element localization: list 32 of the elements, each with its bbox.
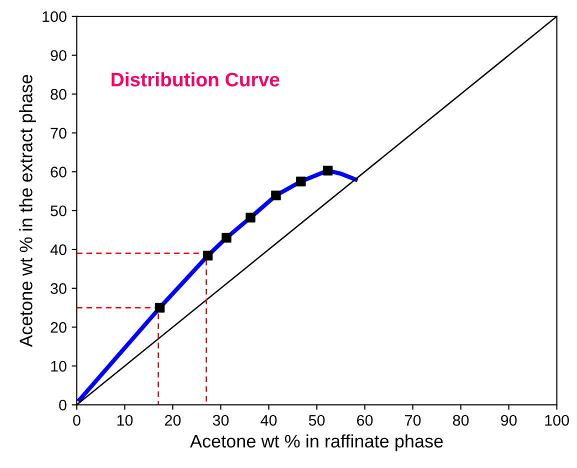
y-tick-label: 100 [42,11,66,22]
y-tick-label: 40 [50,244,66,256]
x-tick-label: 70 [405,414,421,426]
y-axis-title: Acetone wt % in the extract phase [19,74,36,348]
x-tick-label: 30 [212,414,229,426]
point [271,190,281,200]
x-tick-label: 20 [165,414,181,426]
x-tick-label: 100 [545,414,569,426]
y-tick-label: 80 [50,88,66,100]
y-tick-label: 20 [50,322,66,333]
point [202,250,213,261]
x-axis-title: Acetone wt % in raffinate phase [190,434,443,452]
annotation: Distribution Curve [112,72,280,86]
x-tick-label: 60 [357,414,373,426]
x-tick-label: 10 [117,414,133,426]
x-tick-label: 50 [308,414,325,426]
y-tick-label: 60 [50,166,66,178]
point [322,166,333,176]
point [296,176,306,186]
x-tick-label: 90 [501,414,517,426]
x-tick-label: 40 [260,414,277,426]
y-tick-label: 10 [51,360,66,372]
point [246,212,256,222]
y-tick-label: 0 [59,400,66,411]
y-tick-label: 90 [50,50,66,61]
point [222,232,232,243]
y-tick-label: 30 [50,283,66,294]
y-tick-label: 70 [50,128,66,139]
x-tick-label: 0 [73,414,80,426]
x-tick-label: 80 [452,414,469,426]
point [154,302,165,313]
y-tick-label: 50 [50,205,66,216]
